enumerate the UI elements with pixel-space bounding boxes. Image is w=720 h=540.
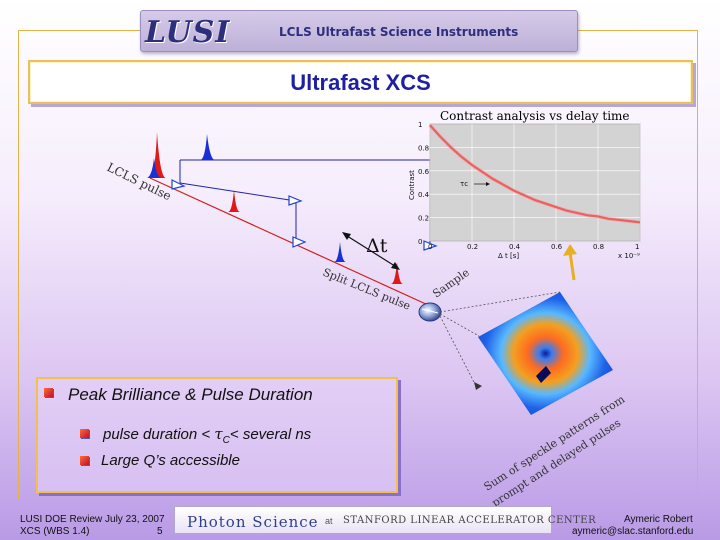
chart-ytick-label: 0 — [418, 238, 422, 246]
photon-science-banner: Photon Science at STANFORD LINEAR ACCELE… — [174, 506, 596, 534]
chart-ytick-label: 0.6 — [418, 168, 430, 176]
chart-series-line-shade — [428, 123, 641, 225]
banner-subtitle: LCLS Ultrafast Science Instruments — [279, 25, 519, 39]
chart-tau-label: τc — [460, 180, 468, 188]
bullet-item-1-tau: τ — [214, 425, 223, 443]
chart-x-multiplier: x 10⁻⁹ — [618, 252, 640, 260]
bullet-square-icon — [44, 388, 53, 397]
footer-author: Aymeric Robert — [624, 514, 693, 525]
slide-title: Ultrafast XCS — [290, 70, 431, 95]
speckle-caption-line1: Sum of speckle patterns from — [482, 392, 628, 493]
page-number: 5 — [157, 526, 163, 537]
chart-ticks: 0 0.2 0.4 0.6 0.8 1 0 0.2 0.4 0.6 0.8 1 — [418, 121, 639, 251]
photon-at-text: at — [325, 516, 333, 526]
chart-title: Contrast analysis vs delay time — [440, 109, 630, 123]
speckle-caption-line2: prompt and delayed pulses — [490, 416, 624, 509]
yellow-arrow-icon — [563, 244, 577, 256]
tau-arrow-icon — [486, 182, 490, 186]
red-pulse-3 — [391, 262, 403, 284]
frame-line-right — [697, 30, 698, 500]
chart-xtick-label: 0 — [428, 243, 432, 251]
photon-science-logo: Photon Science — [187, 513, 319, 531]
beam-line — [149, 177, 429, 306]
red-pulse-2 — [228, 190, 240, 212]
chart-xtick-label: 0.4 — [509, 243, 521, 251]
chart-xtick-label: 0.8 — [593, 243, 604, 251]
bullet-item-2: Large Q’s accessible — [101, 452, 240, 469]
bullet-box — [36, 377, 398, 493]
footer-review-line: LUSI DOE Review July 23, 2007 — [20, 514, 165, 525]
chart-ytick-label: 1 — [418, 121, 422, 129]
bullet-item-1-prefix: pulse duration < — [103, 426, 211, 443]
bullet-item-1-sub: C — [222, 435, 230, 446]
chart-ytick-label: 0.8 — [418, 144, 429, 152]
delta-t-label: Δt — [366, 235, 388, 257]
sample-sphere — [418, 302, 442, 322]
red-pulse-1 — [149, 132, 166, 178]
frame-line-left — [18, 30, 19, 500]
chart-xlabel: Δ t [s] — [498, 252, 519, 260]
bullet-square-icon — [80, 429, 89, 438]
lusi-logo: LUSI — [145, 15, 231, 50]
sample-label: Sample — [430, 266, 472, 301]
bullet-item-1: pulse duration < τC< several ns — [103, 425, 311, 446]
title-box: Ultrafast XCS — [28, 60, 693, 104]
slac-name: STANFORD LINEAR ACCELERATOR CENTER — [343, 515, 597, 526]
blue-pulse-1 — [147, 158, 161, 178]
blue-pulse-2 — [200, 134, 215, 160]
split-pulse-label: Split LCLS pulse — [321, 266, 412, 313]
chart-xtick-label: 1 — [635, 243, 639, 251]
bullet-heading: Peak Brilliance & Pulse Duration — [68, 385, 313, 404]
bullet-item-1-suffix: < several ns — [229, 426, 312, 443]
blue-pulse-3 — [334, 242, 346, 262]
chart-xtick-label: 0.6 — [551, 243, 563, 251]
footer-wbs-line: XCS (WBS 1.4) — [20, 526, 90, 537]
chart-xtick-label: 0.2 — [467, 243, 478, 251]
footer-email: aymeric@slac.stanford.edu — [572, 526, 694, 537]
lcls-pulse-label: LCLS pulse — [105, 160, 174, 203]
header-banner: LUSI LCLS Ultrafast Science Instruments — [140, 10, 578, 52]
chart-ytick-label: 0.4 — [418, 191, 430, 199]
contrast-chart: 0 0.2 0.4 0.6 0.8 1 0 0.2 0.4 0.6 0.8 1 Contrast Δ … — [408, 121, 641, 260]
bullet-square-icon — [80, 456, 89, 465]
chart-ylabel: Contrast — [408, 170, 416, 200]
chart-ytick-label: 0.2 — [418, 215, 429, 223]
speckle-pattern — [478, 292, 613, 415]
